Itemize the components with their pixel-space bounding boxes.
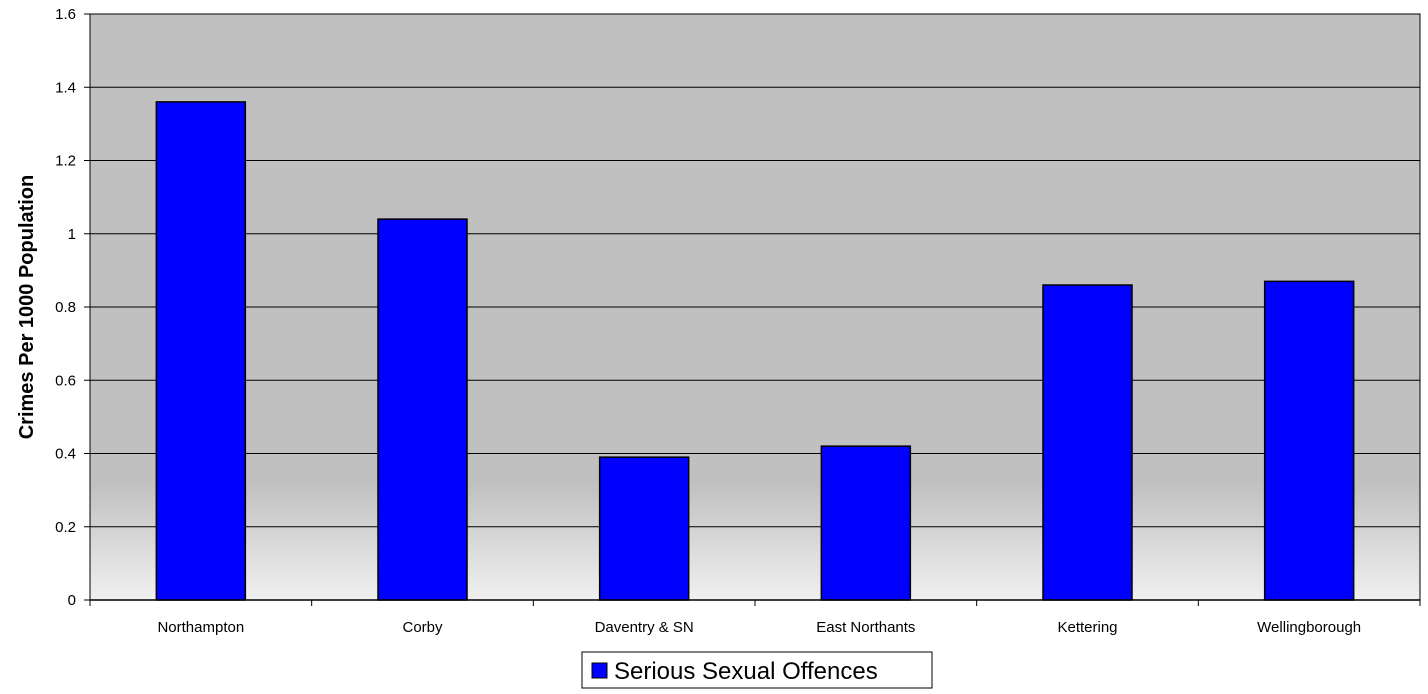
x-tick-label: Corby bbox=[402, 619, 443, 636]
legend: Serious Sexual Offences bbox=[581, 651, 933, 689]
y-tick-label: 0.2 bbox=[55, 519, 76, 536]
y-tick-label: 1.6 bbox=[55, 6, 76, 23]
y-tick-label: 1 bbox=[68, 226, 76, 243]
bar bbox=[155, 101, 247, 601]
bar bbox=[377, 218, 468, 601]
y-tick-label: 0.6 bbox=[55, 372, 76, 389]
y-tick-label: 0.4 bbox=[55, 446, 76, 463]
x-tick-label: Northampton bbox=[157, 619, 244, 636]
x-tick-label: Wellingborough bbox=[1257, 619, 1361, 636]
bar bbox=[1263, 280, 1355, 601]
x-tick-label: Daventry & SN bbox=[595, 619, 694, 636]
legend-box bbox=[581, 651, 933, 689]
y-tick-label: 0 bbox=[68, 592, 76, 609]
y-tick-label: 1.2 bbox=[55, 153, 76, 170]
x-tick-label: Kettering bbox=[1057, 619, 1117, 636]
y-tick-label: 0.8 bbox=[55, 299, 76, 316]
y-tick-label: 1.4 bbox=[55, 79, 76, 96]
x-tick-label: East Northants bbox=[816, 619, 915, 636]
bar bbox=[820, 445, 912, 601]
bar bbox=[598, 456, 690, 601]
y-axis-label: Crimes Per 1000 Population bbox=[16, 175, 38, 440]
bar bbox=[1042, 284, 1133, 601]
legend-swatch bbox=[591, 662, 608, 679]
legend-label: Serious Sexual Offences bbox=[614, 658, 878, 685]
